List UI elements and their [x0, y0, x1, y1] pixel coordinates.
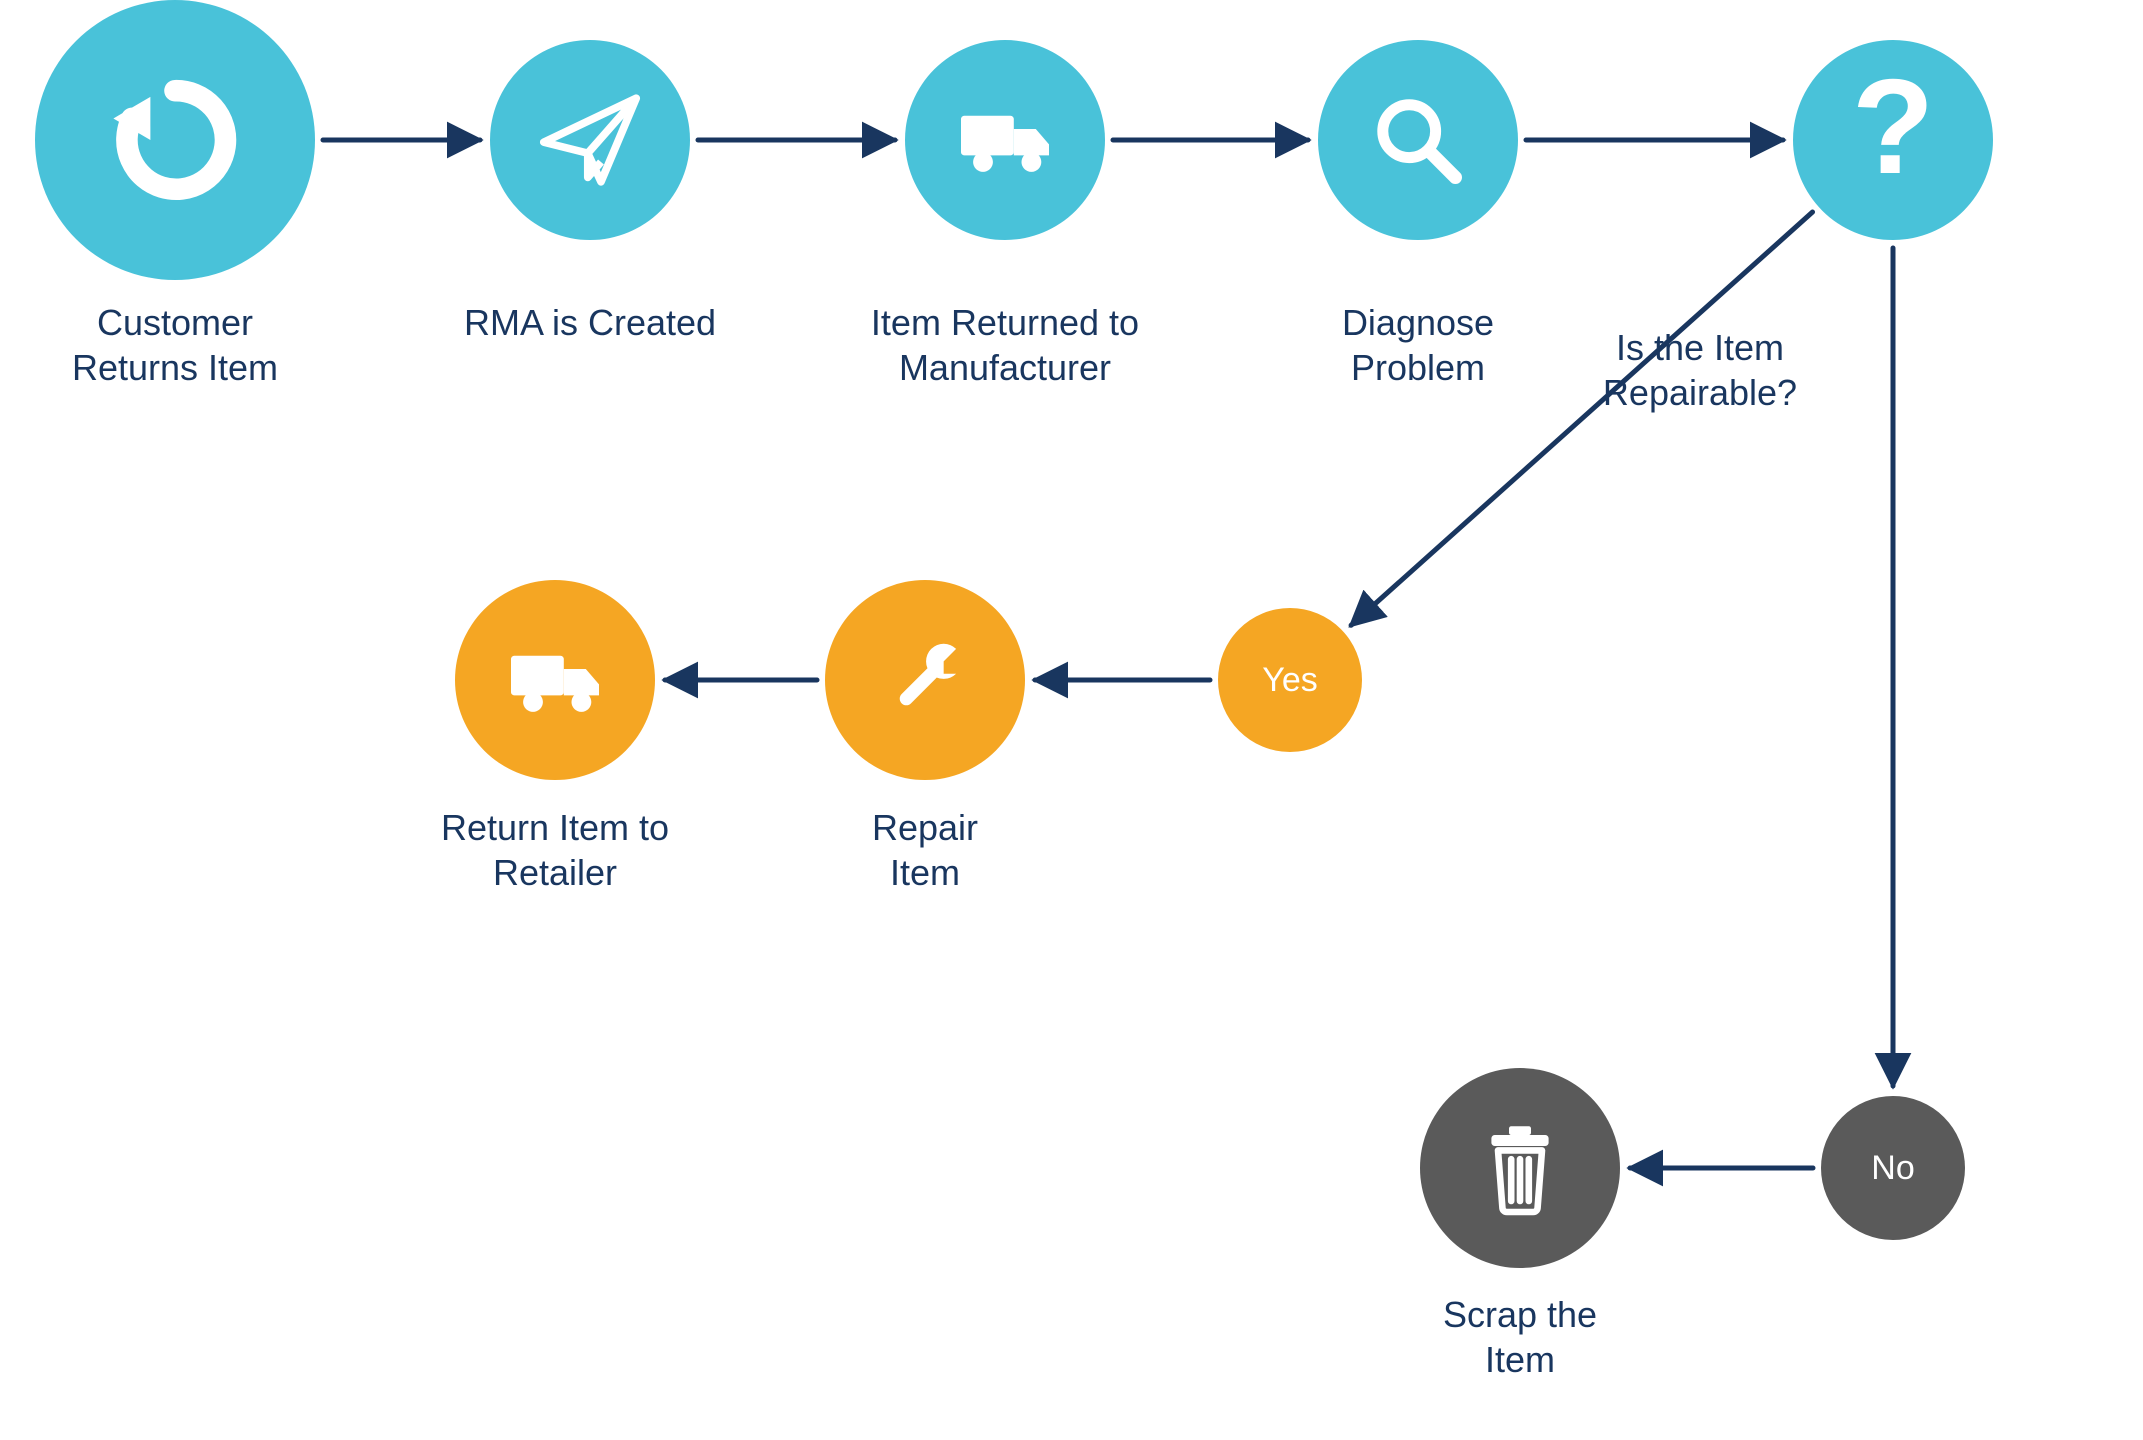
- node-yes-text: Yes: [1262, 661, 1317, 700]
- node-returns: [35, 0, 315, 280]
- flowchart-stage: ? Yes No Customer Returns Item RMA is Cre…: [0, 0, 2143, 1440]
- label-question: Is the Item Repairable?: [1550, 325, 1850, 415]
- truck-icon: [500, 625, 610, 735]
- svg-text:?: ?: [1852, 65, 1934, 202]
- label-rma: RMA is Created: [425, 300, 755, 345]
- node-shipback: [905, 40, 1105, 240]
- label-returns: Customer Returns Item: [10, 300, 340, 390]
- truck-icon: [950, 85, 1060, 195]
- node-question: ?: [1793, 40, 1993, 240]
- paperplane-icon: [535, 85, 645, 195]
- label-shipback: Item Returned to Manufacturer: [815, 300, 1195, 390]
- trash-icon: [1465, 1113, 1575, 1223]
- label-diagnose: Diagnose Problem: [1268, 300, 1568, 390]
- node-yes: Yes: [1218, 608, 1362, 752]
- edges-layer: [0, 0, 2143, 1440]
- node-repair: [825, 580, 1025, 780]
- label-retailer: Return Item to Retailer: [395, 805, 715, 895]
- node-no: No: [1821, 1096, 1965, 1240]
- node-scrap: [1420, 1068, 1620, 1268]
- question-icon: ?: [1818, 65, 1968, 215]
- undo-icon: [98, 63, 252, 217]
- node-no-text: No: [1871, 1149, 1914, 1188]
- edge-question-yes: [1351, 212, 1812, 625]
- search-icon: [1363, 85, 1473, 195]
- node-rma: [490, 40, 690, 240]
- node-retailer: [455, 580, 655, 780]
- label-scrap: Scrap the Item: [1390, 1292, 1650, 1382]
- label-repair: Repair Item: [795, 805, 1055, 895]
- node-diagnose: [1318, 40, 1518, 240]
- wrench-icon: [870, 625, 980, 735]
